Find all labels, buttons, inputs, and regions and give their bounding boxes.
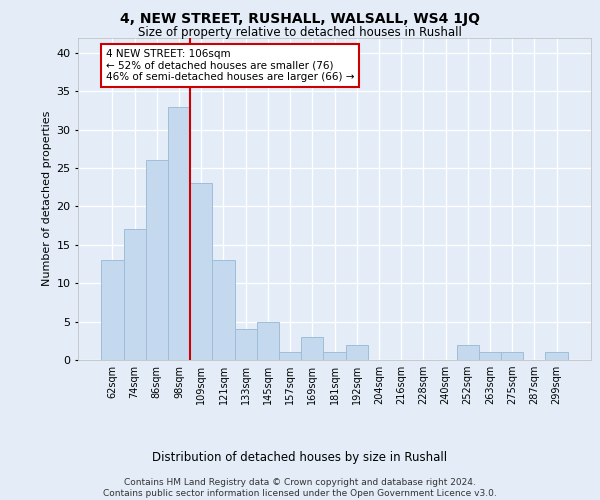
Bar — [501, 352, 523, 360]
Bar — [146, 160, 168, 360]
Bar — [545, 352, 568, 360]
Bar — [101, 260, 124, 360]
Y-axis label: Number of detached properties: Number of detached properties — [42, 111, 52, 286]
Bar — [323, 352, 346, 360]
Bar — [168, 106, 190, 360]
Bar — [212, 260, 235, 360]
Bar — [190, 184, 212, 360]
Bar — [124, 230, 146, 360]
Bar — [279, 352, 301, 360]
Text: Size of property relative to detached houses in Rushall: Size of property relative to detached ho… — [138, 26, 462, 39]
Bar — [235, 330, 257, 360]
Text: Distribution of detached houses by size in Rushall: Distribution of detached houses by size … — [152, 451, 448, 464]
Text: 4 NEW STREET: 106sqm
← 52% of detached houses are smaller (76)
46% of semi-detac: 4 NEW STREET: 106sqm ← 52% of detached h… — [106, 49, 354, 82]
Bar — [457, 344, 479, 360]
Bar — [479, 352, 501, 360]
Bar — [346, 344, 368, 360]
Text: Contains HM Land Registry data © Crown copyright and database right 2024.
Contai: Contains HM Land Registry data © Crown c… — [103, 478, 497, 498]
Bar — [257, 322, 279, 360]
Text: 4, NEW STREET, RUSHALL, WALSALL, WS4 1JQ: 4, NEW STREET, RUSHALL, WALSALL, WS4 1JQ — [120, 12, 480, 26]
Bar — [301, 337, 323, 360]
